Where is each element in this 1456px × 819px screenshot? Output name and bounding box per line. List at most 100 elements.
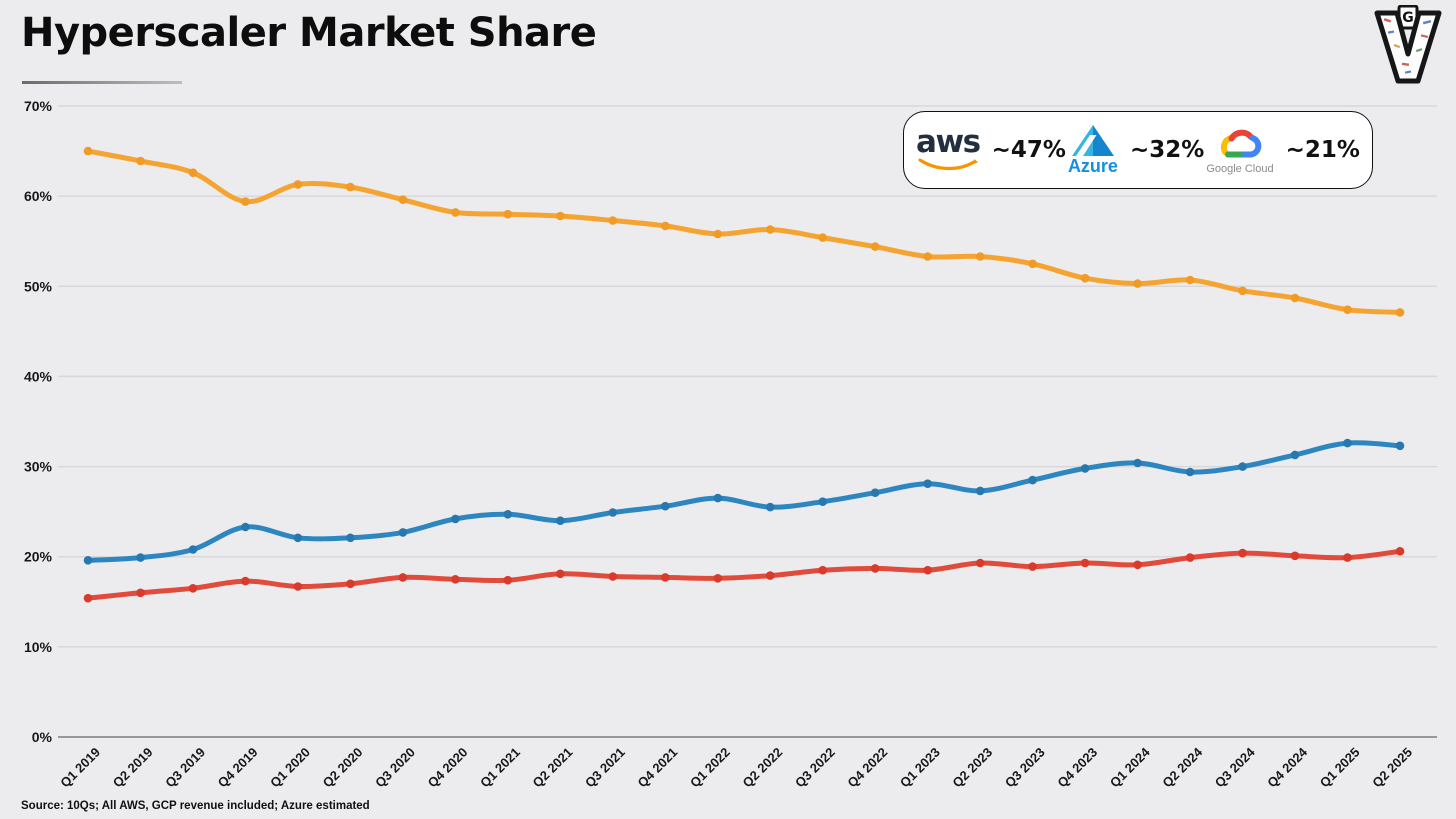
series-dot-google-cloud	[1080, 558, 1090, 568]
x-tick-label: Q3 2024	[1212, 744, 1258, 790]
series-dot-google-cloud	[1343, 553, 1352, 562]
series-dot-aws	[398, 195, 408, 204]
x-tick-label: Q4 2019	[215, 745, 261, 791]
series-aws	[83, 146, 1405, 317]
y-tick-label: 20%	[24, 549, 53, 565]
series-dot-azure	[818, 497, 827, 507]
x-tick-label: Q1 2019	[57, 745, 103, 791]
series-dot-aws	[241, 197, 250, 206]
series-line-google-cloud	[85, 548, 1403, 601]
series-dot-aws	[556, 211, 565, 221]
series-dot-google-cloud	[241, 576, 250, 586]
legend-item-aws: aws ~47%	[916, 127, 1066, 173]
x-tick-label: Q1 2024	[1107, 744, 1153, 790]
series-dot-azure	[765, 502, 775, 512]
y-tick-label: 0%	[32, 729, 53, 745]
x-tick-label: Q3 2020	[372, 745, 418, 791]
series-dot-aws	[1133, 279, 1142, 288]
series-dot-google-cloud	[608, 572, 618, 581]
x-tick-label: Q2 2020	[320, 745, 366, 791]
series-dot-azure	[1290, 450, 1300, 460]
series-dot-google-cloud	[713, 574, 723, 583]
series-dot-aws	[1080, 273, 1090, 283]
series-dot-azure	[293, 533, 303, 543]
x-tick-label: Q2 2022	[739, 745, 785, 791]
series-dot-google-cloud	[1395, 547, 1405, 556]
series-dot-google-cloud	[136, 588, 145, 598]
series-dot-aws	[503, 209, 513, 219]
series-dot-google-cloud	[346, 579, 355, 589]
x-tick-label: Q1 2020	[267, 745, 313, 791]
series-dot-azure	[346, 533, 355, 543]
series-dot-aws	[1395, 308, 1405, 317]
y-tick-label: 40%	[24, 368, 53, 384]
series-dot-azure	[608, 508, 618, 517]
series-dot-google-cloud	[1290, 551, 1300, 561]
source-note: Source: 10Qs; All AWS, GCP revenue inclu…	[21, 800, 370, 812]
x-tick-label: Q3 2019	[162, 745, 208, 791]
series-dot-google-cloud	[556, 569, 565, 579]
series-dot-google-cloud	[870, 564, 880, 573]
series-dot-google-cloud	[923, 565, 932, 575]
series-dot-google-cloud	[975, 558, 985, 568]
series-dot-google-cloud	[1185, 553, 1195, 562]
aws-smile-icon	[918, 158, 978, 171]
series-dot-google-cloud	[1133, 560, 1142, 570]
x-tick-label: Q1 2022	[687, 745, 733, 791]
series-dot-google-cloud	[398, 573, 408, 582]
series-dot-aws	[818, 233, 827, 242]
azure-triangle-icon	[1071, 125, 1114, 156]
series-dot-google-cloud	[1028, 562, 1037, 571]
series-dot-azure	[713, 493, 723, 503]
gridlines-group	[58, 105, 1437, 738]
x-tick-label: Q4 2023	[1054, 745, 1100, 791]
azure-share-value: ~32%	[1129, 137, 1205, 163]
legend-item-google-cloud: Google Cloud ~21%	[1206, 126, 1360, 175]
x-tick-label: Q4 2024	[1264, 744, 1310, 790]
series-dot-aws	[661, 221, 670, 231]
gv-logo-icon: G	[1374, 4, 1442, 84]
x-tick-label: Q3 2021	[582, 745, 628, 791]
series-dot-azure	[241, 522, 250, 532]
series-dot-google-cloud	[1238, 548, 1247, 558]
y-tick-label: 50%	[24, 278, 53, 294]
series-dot-azure	[503, 510, 513, 519]
series-dot-aws	[1290, 293, 1300, 303]
series-dot-google-cloud	[188, 584, 198, 593]
y-tick-label: 30%	[24, 459, 53, 475]
series-dot-azure	[1343, 438, 1352, 448]
series-line-azure	[85, 440, 1403, 563]
series-dot-aws	[346, 182, 355, 192]
series-dot-aws	[293, 180, 303, 189]
series-dot-aws	[136, 156, 145, 166]
x-tick-label: Q2 2024	[1159, 744, 1205, 790]
series-dot-google-cloud	[451, 575, 460, 584]
series-dot-google-cloud	[661, 573, 670, 582]
azure-logo-text: Azure	[1067, 156, 1118, 176]
google-cloud-logo-icon: Google Cloud	[1206, 126, 1274, 175]
series-dot-aws	[83, 146, 93, 156]
series-dot-azure	[1238, 462, 1247, 471]
series-dot-azure	[1395, 441, 1405, 451]
x-tick-label: Q1 2021	[477, 745, 523, 791]
series-dot-aws	[608, 216, 618, 225]
logo-badge-letter: G	[1402, 10, 1414, 26]
legend-item-azure: Azure ~32%	[1068, 125, 1204, 175]
series-dot-azure	[1185, 467, 1195, 477]
y-tick-label: 60%	[24, 188, 53, 204]
x-tick-label: Q4 2020	[425, 745, 471, 791]
title-underline	[22, 81, 182, 84]
series-dot-aws	[870, 242, 880, 251]
series-dot-google-cloud	[765, 571, 775, 580]
google-cloud-icon	[1220, 129, 1262, 157]
x-tick-label: Q3 2022	[792, 745, 838, 791]
x-tick-label: Q1 2025	[1317, 745, 1363, 791]
x-axis-labels: Q1 2019 Q2 2019 Q3 2019 Q4 2019 Q1 2020 Q2 20…	[57, 744, 1415, 790]
brand-logo: G	[1372, 4, 1444, 85]
aws-share-value: ~47%	[991, 137, 1066, 163]
x-tick-label: Q2 2025	[1369, 745, 1415, 791]
y-tick-label: 70%	[24, 98, 53, 114]
series-dot-aws	[923, 252, 932, 261]
